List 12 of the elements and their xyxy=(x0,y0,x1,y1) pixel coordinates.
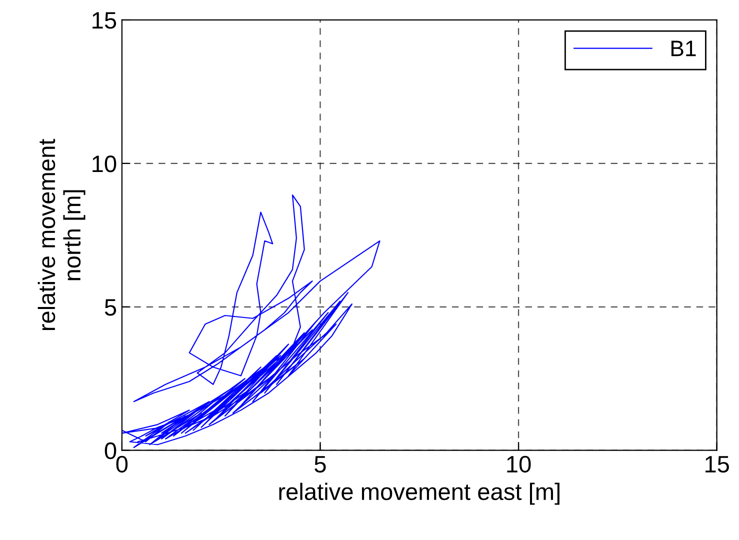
x-tick-label: 5 xyxy=(314,456,326,473)
y-tick-label: 5 xyxy=(104,299,116,316)
y-tick-label: 15 xyxy=(92,12,116,29)
y-tick-label: 0 xyxy=(104,442,116,460)
y-tick-label: 10 xyxy=(92,156,116,172)
legend-label: B1 xyxy=(671,40,696,56)
x-axis-title: relative movement east [m] xyxy=(279,482,560,505)
x-tick-label: 0 xyxy=(116,456,128,473)
line-series xyxy=(122,194,380,448)
x-tick-label: 15 xyxy=(706,456,729,473)
x-tick-label: 10 xyxy=(507,456,531,473)
y-axis-title: relative movement north [m] xyxy=(38,138,86,330)
